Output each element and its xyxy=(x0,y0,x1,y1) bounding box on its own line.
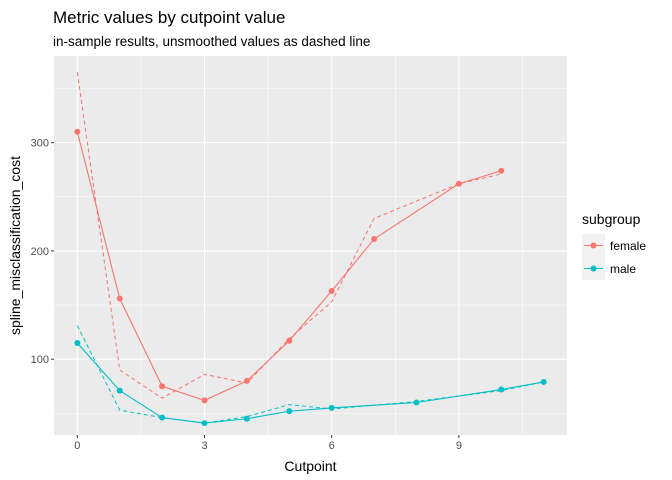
data-point-female xyxy=(455,180,462,187)
y-tick-label: 300 xyxy=(31,138,49,150)
chart-subtitle: in-sample results, unsmoothed values as … xyxy=(53,34,370,49)
x-tick-label: 3 xyxy=(201,440,207,452)
legend-label-male: male xyxy=(610,262,636,276)
data-point-female xyxy=(74,128,81,135)
x-axis-title: Cutpoint xyxy=(284,458,336,474)
series-layer xyxy=(74,72,547,427)
data-point-male xyxy=(201,420,208,427)
unsmoothed-line-female xyxy=(76,72,502,399)
chart-title: Metric values by cutpoint value xyxy=(53,8,285,27)
plot-panel xyxy=(54,56,567,435)
grid xyxy=(54,56,567,435)
data-point-male xyxy=(159,414,166,421)
y-tick-label: 200 xyxy=(31,246,49,258)
legend-keys: female male xyxy=(582,234,646,280)
data-point-female xyxy=(116,295,123,302)
legend-key-point-male xyxy=(590,265,597,272)
axis-ticks: 0 3 6 9 100 200 300 xyxy=(31,138,462,452)
data-point-male xyxy=(74,339,81,346)
x-tick-label: 6 xyxy=(329,440,335,452)
legend: subgroup female male xyxy=(582,211,646,280)
legend-key-point-female xyxy=(590,242,597,249)
y-axis-title: spline_misclassification_cost xyxy=(7,156,23,335)
data-point-male xyxy=(286,408,293,415)
legend-title: subgroup xyxy=(582,211,641,227)
data-point-male xyxy=(413,399,420,406)
x-tick-label: 9 xyxy=(456,440,462,452)
legend-label-female: female xyxy=(610,239,646,253)
y-tick-label: 100 xyxy=(31,354,49,366)
smoothed-line-male xyxy=(76,342,544,424)
x-tick-label: 0 xyxy=(74,440,80,452)
series-female xyxy=(74,72,505,404)
data-point-male xyxy=(540,378,547,385)
data-point-female xyxy=(286,337,293,344)
data-point-female xyxy=(498,167,505,174)
smoothed-line-female xyxy=(76,131,502,401)
data-point-female xyxy=(328,287,335,294)
data-point-female xyxy=(159,383,166,390)
series-male xyxy=(74,325,547,427)
data-point-male xyxy=(243,415,250,422)
data-point-female xyxy=(371,236,378,243)
data-point-male xyxy=(498,386,505,393)
data-point-female xyxy=(201,397,208,404)
data-point-male xyxy=(116,387,123,394)
data-point-female xyxy=(243,377,250,384)
data-point-male xyxy=(328,404,335,411)
